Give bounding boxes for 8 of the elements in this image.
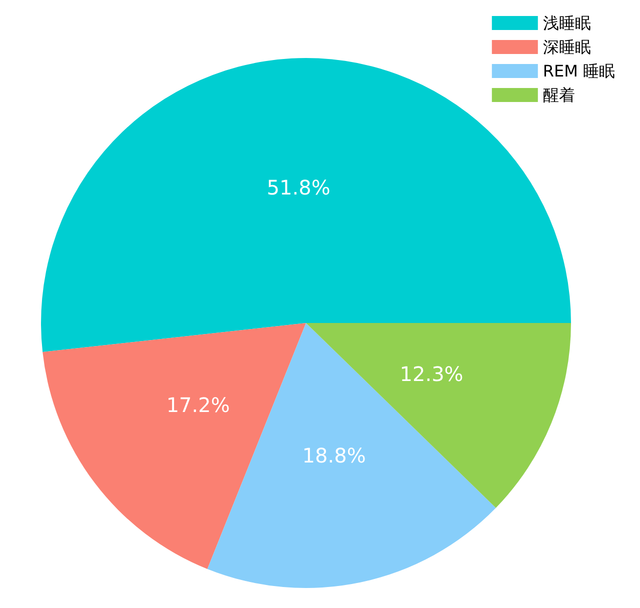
legend-label: 醒着 [542,86,575,104]
legend-label: 深睡眠 [542,38,591,56]
legend-label: REM 睡眠 [542,62,616,80]
data-label: 51.8% [266,176,330,200]
data-label: 12.3% [400,362,464,386]
legend-label: 浅睡眠 [542,14,591,32]
data-label: 18.8% [302,444,366,468]
data-label: 17.2% [166,392,230,417]
